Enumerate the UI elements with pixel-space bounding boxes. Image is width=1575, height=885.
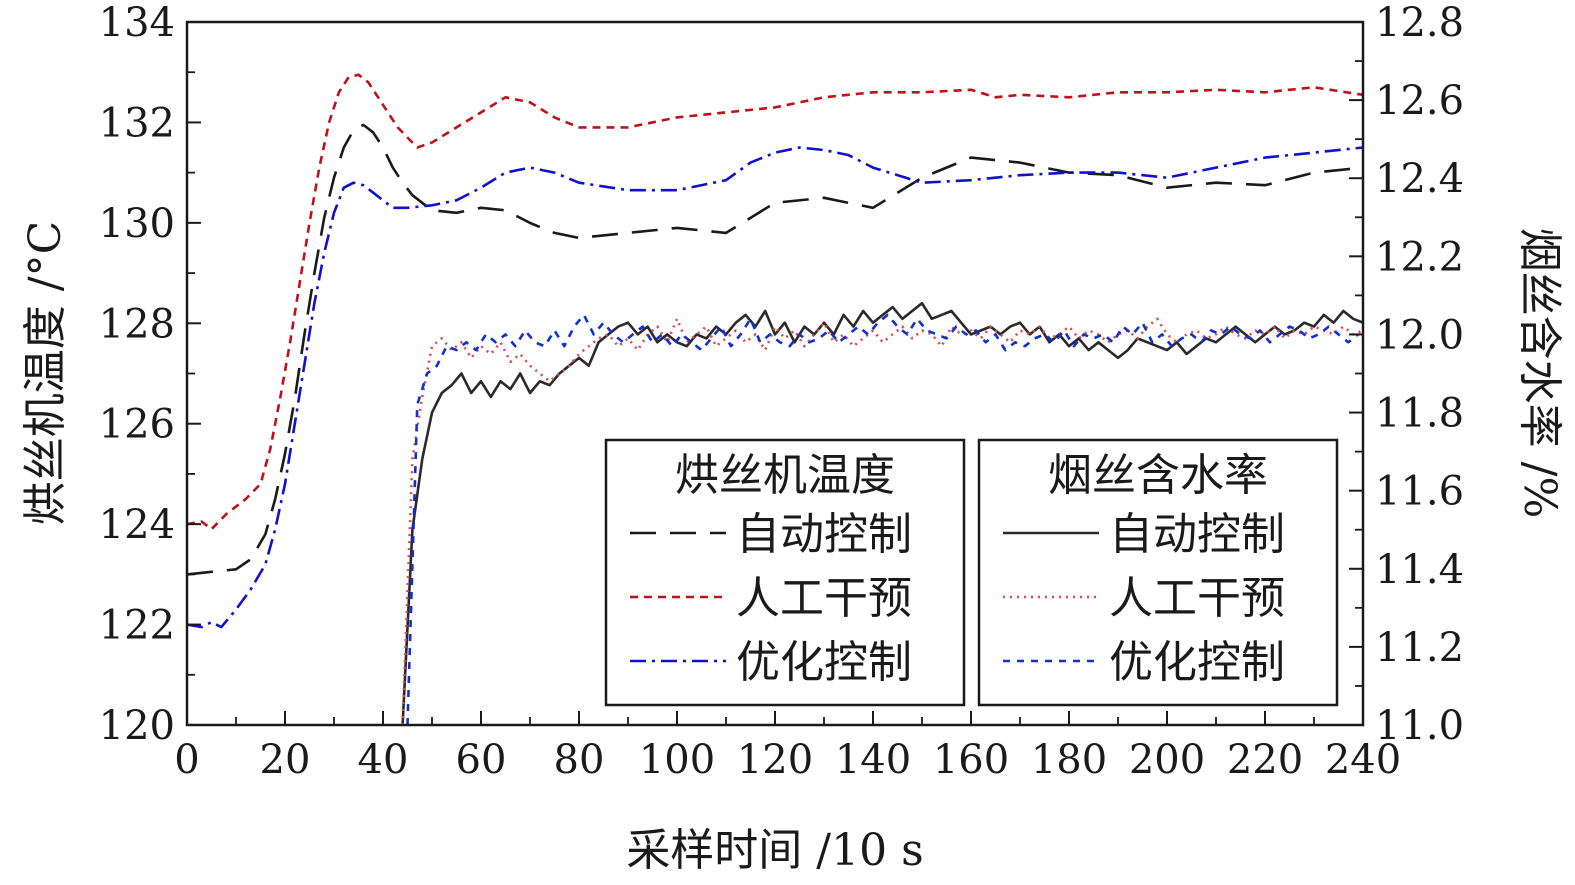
legend-item-label: 自动控制 xyxy=(1109,509,1285,560)
x-tick-label: 40 xyxy=(358,737,409,783)
x-tick-label: 0 xyxy=(174,737,199,783)
x-tick-label: 20 xyxy=(260,737,311,783)
y-right-tick-label: 11.4 xyxy=(1375,547,1464,593)
y-left-tick-label: 120 xyxy=(99,703,175,749)
y-left-tick-label: 124 xyxy=(99,502,175,548)
legend-item-label: 人工干预 xyxy=(736,573,912,624)
y-right-tick-label: 12.8 xyxy=(1375,0,1464,46)
series-line-2 xyxy=(187,73,1363,531)
series-layer xyxy=(187,73,1363,725)
legend-item-label: 优化控制 xyxy=(736,637,912,688)
x-tick-label: 60 xyxy=(456,737,507,783)
x-tick-label: 180 xyxy=(1031,737,1107,783)
y-right-tick-label: 12.4 xyxy=(1375,156,1464,202)
y-left-tick-label: 128 xyxy=(99,301,175,347)
y-right-tick-label: 11.6 xyxy=(1375,469,1464,515)
y-left-tick-label: 134 xyxy=(99,0,175,46)
series-line-6 xyxy=(406,313,1359,725)
y-right-tick-label: 12.2 xyxy=(1375,234,1464,280)
y-left-tick-label: 132 xyxy=(99,100,175,146)
y-right-tick-label: 11.8 xyxy=(1375,391,1464,437)
y-left-tick-label: 130 xyxy=(99,201,175,247)
x-tick-label: 140 xyxy=(835,737,911,783)
x-tick-label: 80 xyxy=(554,737,605,783)
x-tick-label: 240 xyxy=(1325,737,1401,783)
y-left-tick-label: 126 xyxy=(99,402,175,448)
x-tick-label: 200 xyxy=(1129,737,1205,783)
y-right-tick-label: 11.2 xyxy=(1375,625,1464,671)
legend-item-label: 人工干预 xyxy=(1109,573,1285,624)
y-axis-left-label: 烘丝机温度 /°C xyxy=(20,221,71,525)
y-right-tick-label: 12.0 xyxy=(1375,312,1464,358)
y-right-tick-label: 12.6 xyxy=(1375,78,1464,124)
legend-item-label: 优化控制 xyxy=(1109,637,1285,688)
x-tick-label: 220 xyxy=(1227,737,1303,783)
y-right-tick-label: 11.0 xyxy=(1375,703,1464,749)
series-line-1 xyxy=(187,123,1363,576)
x-axis-label: 采样时间 /10 s xyxy=(626,825,923,876)
x-tick-label: 160 xyxy=(933,737,1009,783)
x-tick-label: 120 xyxy=(737,737,813,783)
series-line-3 xyxy=(187,146,1363,629)
y-left-tick-label: 122 xyxy=(99,603,175,649)
x-tick-label: 100 xyxy=(639,737,715,783)
series-line-5 xyxy=(401,317,1363,725)
legend-group-title: 烘丝机温度 xyxy=(675,450,895,501)
legend-item-label: 自动控制 xyxy=(736,509,912,560)
y-axis-right-label: 烟丝含水率 /% xyxy=(1514,228,1565,519)
legend-group-title: 烟丝含水率 xyxy=(1048,450,1268,501)
ticks-layer: 0 20 40 60 80 100 120 140 160 180 200 220 240 120 122 1… xyxy=(99,0,1464,783)
legend-box-2 xyxy=(977,438,1339,707)
